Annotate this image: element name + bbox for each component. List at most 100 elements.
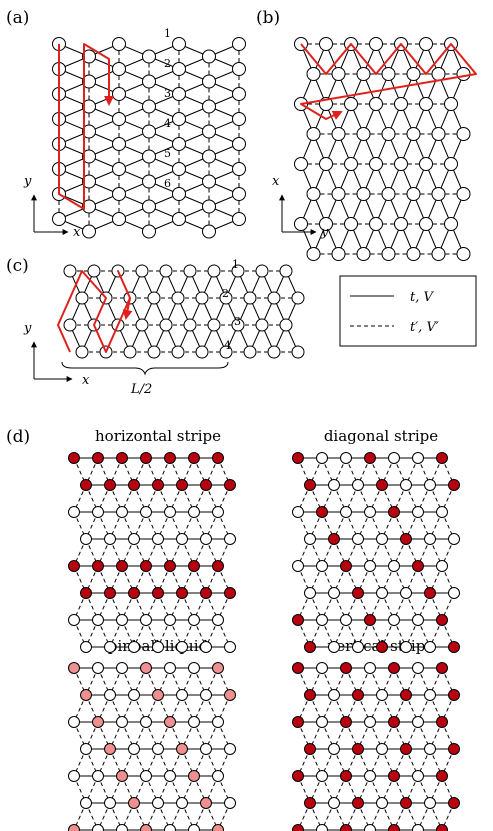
lattice-site <box>82 124 96 139</box>
lattice-site <box>255 318 269 332</box>
lattice-site <box>116 614 128 626</box>
lattice-site <box>176 641 188 653</box>
lattice-site <box>128 587 140 599</box>
lattice-site <box>381 187 396 201</box>
panel-a-label: (a) <box>6 8 29 28</box>
lattice-site <box>431 127 446 141</box>
lattice-site <box>202 174 216 189</box>
lattice-site <box>171 291 185 305</box>
lattice-site <box>444 217 458 231</box>
lattice-site <box>140 770 152 782</box>
lattice-site <box>80 689 92 701</box>
lattice-site <box>456 187 471 201</box>
lattice-site <box>116 506 128 518</box>
lattice-site <box>202 124 216 139</box>
lattice-site <box>92 662 104 674</box>
lattice-site <box>188 614 200 626</box>
lattice-site <box>212 614 224 626</box>
lattice-site <box>128 533 140 545</box>
lattice-site <box>183 318 197 332</box>
lattice-site <box>152 797 164 809</box>
lattice-site <box>104 641 116 653</box>
legend-box <box>339 275 477 347</box>
lattice-site <box>388 560 400 572</box>
lattice-site <box>142 49 156 64</box>
lattice-site <box>200 533 212 545</box>
lattice-site <box>231 318 245 332</box>
lattice-site <box>128 689 140 701</box>
order-title-diagonal-stripe: diagonal stripe <box>324 427 438 445</box>
lattice-site <box>147 291 161 305</box>
lattice-site <box>224 797 236 809</box>
lattice-site <box>356 67 371 81</box>
lattice-site <box>400 689 412 701</box>
lattice-site <box>412 614 424 626</box>
lattice-site <box>212 506 224 518</box>
lattice-site <box>212 716 224 728</box>
lattice-site <box>388 506 400 518</box>
lattice-site <box>82 149 96 164</box>
lattice-site <box>164 824 176 831</box>
lattice-site <box>68 824 80 831</box>
lattice-site <box>92 716 104 728</box>
lattice-site <box>142 149 156 164</box>
lattice-site <box>152 743 164 755</box>
lattice-site <box>140 824 152 831</box>
lattice-site <box>319 217 333 231</box>
lattice-site <box>376 479 388 491</box>
lattice-site <box>92 452 104 464</box>
lattice-site <box>68 452 80 464</box>
lattice-site <box>448 797 460 809</box>
lattice-site <box>112 162 126 176</box>
lattice-site <box>436 452 448 464</box>
lattice-site <box>176 797 188 809</box>
lattice-site <box>128 797 140 809</box>
snake-path-a <box>58 43 114 210</box>
lattice-site <box>376 743 388 755</box>
lattice-site <box>80 587 92 599</box>
lattice-site <box>292 662 304 674</box>
lattice-site <box>104 479 116 491</box>
lattice-site <box>195 291 209 305</box>
lattice-site <box>140 662 152 674</box>
lattice-site <box>331 247 346 261</box>
lattice-site <box>267 345 281 359</box>
lattice-site <box>116 452 128 464</box>
snake-path-line <box>57 270 133 353</box>
lattice-site <box>344 157 358 171</box>
lattice-site <box>388 716 400 728</box>
lattice-site <box>306 67 321 81</box>
lattice-b <box>294 37 471 261</box>
lattice-site <box>369 217 383 231</box>
lattice-site <box>116 716 128 728</box>
lattice-site <box>92 824 104 831</box>
lattice-site <box>172 137 186 151</box>
lattice-site <box>448 689 460 701</box>
lattice-site <box>207 264 221 278</box>
lattice-site <box>68 506 80 518</box>
lattice-site <box>328 587 340 599</box>
lattice-site <box>292 614 304 626</box>
axis-label-vertical: x <box>272 174 280 189</box>
lattice-site <box>232 162 246 176</box>
lattice-site <box>232 37 246 51</box>
lattice-site <box>340 614 352 626</box>
lattice-site <box>75 291 89 305</box>
lattice-site <box>388 662 400 674</box>
lattice-site <box>112 212 126 226</box>
lattice-site <box>140 506 152 518</box>
lattice-site <box>352 479 364 491</box>
lattice-site <box>388 824 400 831</box>
lattice-site <box>212 824 224 831</box>
lattice-site <box>140 614 152 626</box>
axis-label-horizontal: x <box>82 373 90 388</box>
lattice-site <box>376 797 388 809</box>
lattice-site <box>104 797 116 809</box>
lattice-site <box>232 112 246 126</box>
lattice-site <box>340 506 352 518</box>
lattice-site <box>364 662 376 674</box>
lattice-site <box>424 743 436 755</box>
lattice-site <box>142 99 156 114</box>
lattice-site <box>82 199 96 214</box>
lattice-site <box>142 174 156 189</box>
